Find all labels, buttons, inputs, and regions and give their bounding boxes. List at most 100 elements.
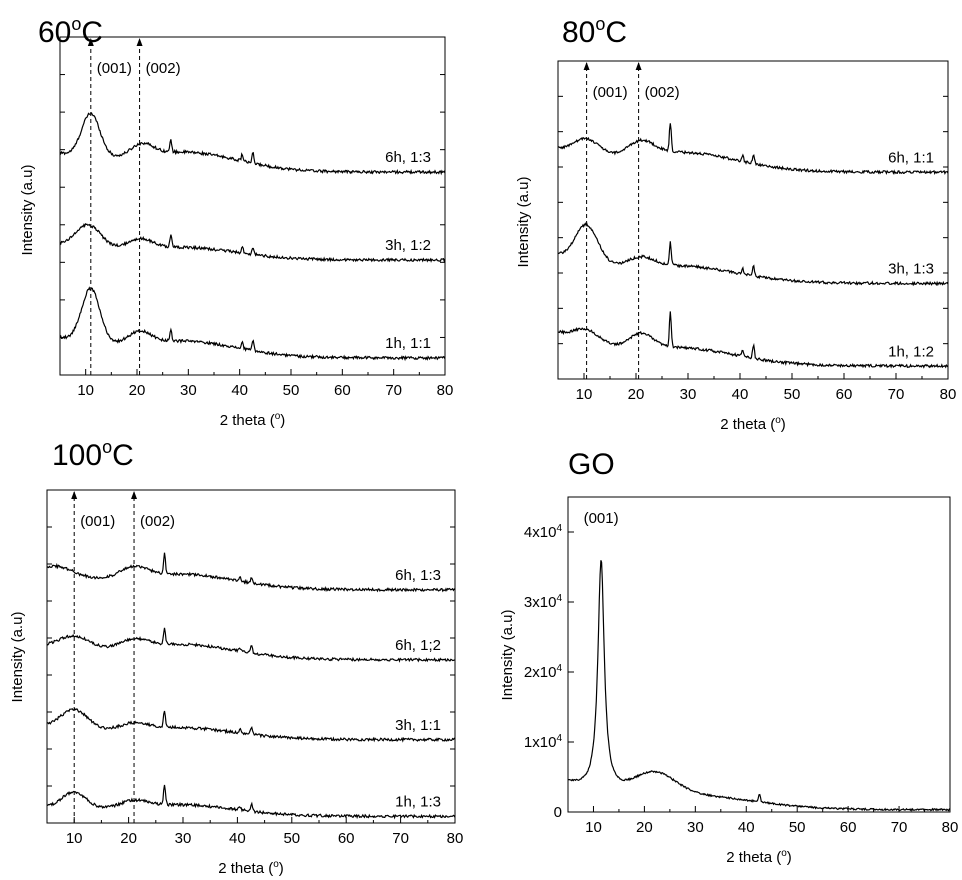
x-axis-label: 2 theta (o) [720, 415, 786, 433]
peak-label: (002) [645, 84, 680, 101]
x-tick-label: 10 [77, 382, 94, 399]
x-tick-label: 50 [283, 382, 300, 399]
series-label: 6h, 1:1 [888, 149, 934, 166]
series-line [46, 784, 456, 820]
x-tick-label: 80 [437, 382, 454, 399]
x-tick-label: 80 [942, 819, 959, 836]
peak-label: (001) [80, 513, 115, 530]
y-axis-label: Intensity (a.u) [19, 165, 36, 256]
y-tick-mantissa: 1x10 [524, 734, 557, 751]
title-value: 60 [38, 16, 71, 49]
reference-arrow [136, 38, 143, 46]
title-unit: C [112, 439, 134, 472]
series-label: 1h, 1:2 [888, 343, 934, 360]
x-tick-label: 70 [891, 819, 908, 836]
x-tick-label: 20 [120, 830, 137, 847]
y-tick-mantissa: 0 [554, 804, 562, 821]
title-value: 100 [52, 439, 102, 472]
x-tick-label: 30 [175, 830, 192, 847]
series-line [558, 123, 949, 176]
y-tick-exponent: 4 [556, 523, 562, 534]
x-tick-label: 40 [732, 386, 749, 403]
series-label: 1h, 1:3 [395, 793, 441, 810]
x-tick-label: 30 [687, 819, 704, 836]
series-line [59, 222, 446, 263]
x-axis-label-close: ) [279, 860, 284, 877]
x-tick-label: 70 [392, 830, 409, 847]
y-tick-mantissa: 2x10 [524, 664, 557, 681]
title-unit: C [605, 16, 627, 49]
series-label: 3h, 1:2 [385, 237, 431, 254]
title-degree: o [595, 14, 605, 34]
y-tick-mantissa: 4x10 [524, 524, 557, 541]
x-tick-label: 50 [784, 386, 801, 403]
y-tick-label: 3x104 [524, 593, 563, 611]
series-line [557, 222, 949, 287]
x-tick-label: 30 [180, 382, 197, 399]
x-tick-label: 60 [840, 819, 857, 836]
series-line [46, 552, 456, 593]
plot-frame [557, 60, 949, 380]
x-axis-label-degree: o [781, 848, 787, 859]
x-axis-label: 2 theta (o) [220, 411, 286, 429]
x-tick-label: 50 [283, 830, 300, 847]
reference-arrow [87, 38, 94, 46]
y-tick-label: 0 [554, 804, 562, 821]
y-axis-label: Intensity (a.u) [515, 177, 532, 268]
reference-arrow [71, 491, 78, 499]
reference-arrow [635, 62, 642, 70]
x-tick-label: 50 [789, 819, 806, 836]
x-axis-label-degree: o [275, 411, 281, 422]
series-label: 1h, 1:1 [385, 335, 431, 352]
peak-label: (001) [584, 510, 619, 527]
title-value: 80 [562, 16, 595, 49]
chart-title: 60oC [38, 14, 103, 49]
x-axis-label-close: ) [280, 412, 285, 429]
y-axis-label: Intensity (a.u) [499, 610, 516, 701]
plot-frame [59, 36, 446, 376]
chart-title: 100oC [52, 437, 134, 472]
y-tick-exponent: 4 [556, 663, 562, 674]
series-line [59, 286, 446, 362]
peak-label: (001) [97, 60, 132, 77]
y-tick-mantissa: 3x10 [524, 594, 557, 611]
x-tick-label: 40 [231, 382, 248, 399]
series-line [567, 560, 951, 812]
x-tick-label: 80 [940, 386, 957, 403]
y-tick-label: 4x104 [524, 523, 563, 541]
title-unit: C [81, 16, 103, 49]
x-tick-label: 80 [447, 830, 464, 847]
x-tick-label: 10 [585, 819, 602, 836]
x-tick-label: 70 [385, 382, 402, 399]
x-tick-label: 10 [66, 830, 83, 847]
y-tick-label: 2x104 [524, 663, 563, 681]
x-tick-label: 40 [738, 819, 755, 836]
x-axis-label: 2 theta (o) [726, 848, 792, 866]
series-line [46, 707, 456, 743]
reference-arrow [583, 62, 590, 70]
x-axis-label-main: 2 theta ( [720, 416, 775, 433]
x-tick-label: 60 [836, 386, 853, 403]
y-tick-exponent: 4 [556, 593, 562, 604]
x-tick-label: 30 [680, 386, 697, 403]
series-label: 6h, 1:3 [395, 567, 441, 584]
x-tick-label: 10 [576, 386, 593, 403]
title-degree: o [71, 14, 81, 34]
x-axis-label-close: ) [781, 416, 786, 433]
series-line [59, 112, 446, 176]
series-label: 6h, 1;2 [395, 637, 441, 654]
peak-label: (001) [593, 84, 628, 101]
y-tick-label: 1x104 [524, 733, 563, 751]
chart-title: GO [568, 448, 615, 481]
series-line [46, 627, 456, 663]
x-axis-label-main: 2 theta ( [726, 849, 781, 866]
x-tick-label: 70 [888, 386, 905, 403]
series-label: 6h, 1:3 [385, 149, 431, 166]
peak-label: (002) [146, 60, 181, 77]
series-label: 3h, 1:3 [888, 261, 934, 278]
series-label: 3h, 1:1 [395, 717, 441, 734]
